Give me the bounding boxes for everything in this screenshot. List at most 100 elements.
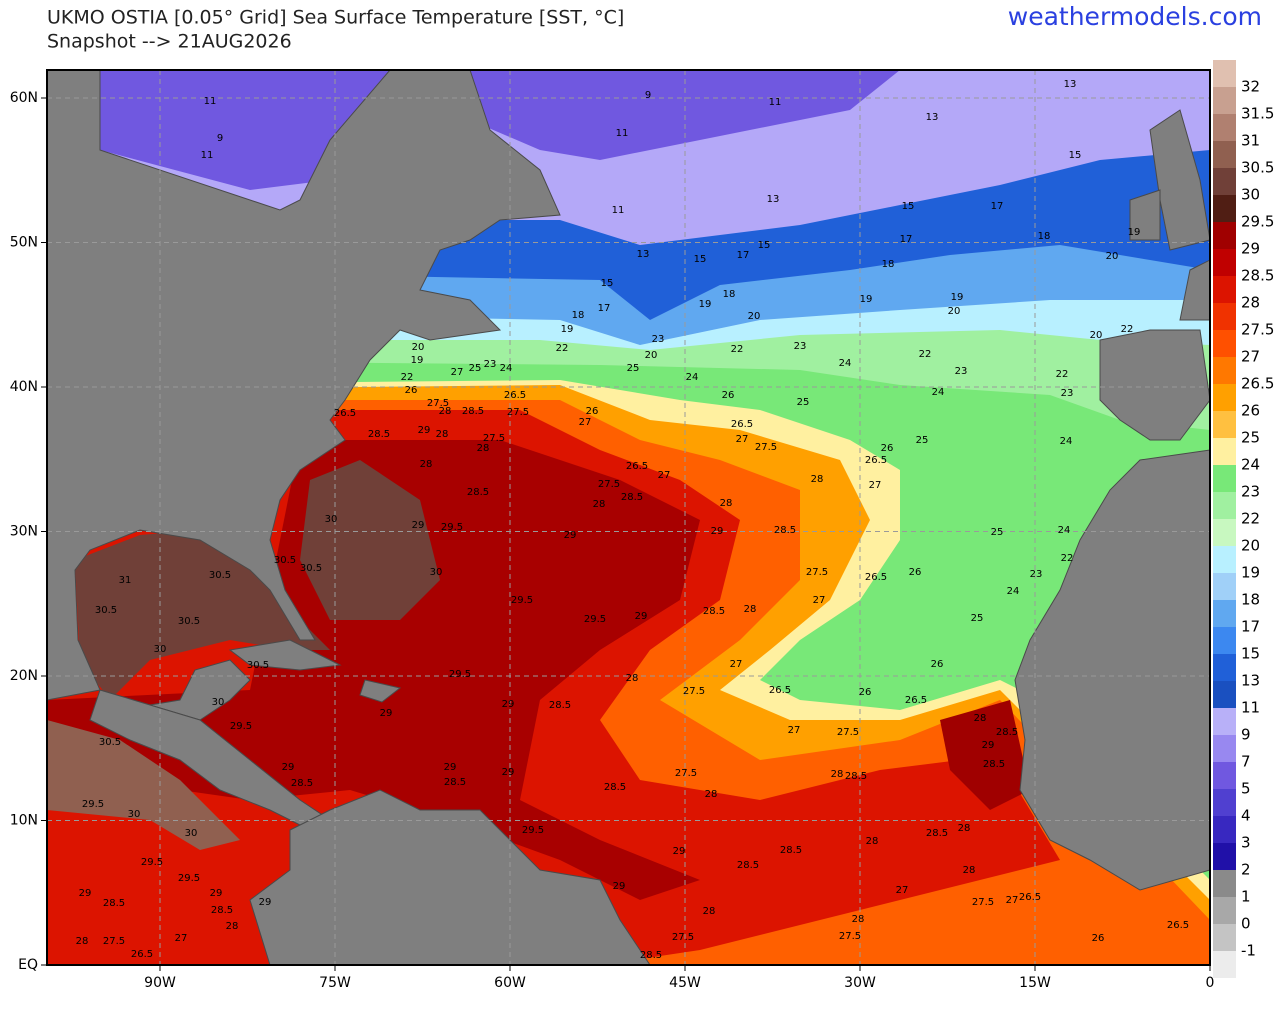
colorbar-label: 19 <box>1241 564 1260 582</box>
colorbar-label: 9 <box>1241 726 1251 744</box>
contour-label: 29 <box>412 520 425 531</box>
colorbar-label: 26.5 <box>1241 375 1274 393</box>
contour-label: 28.5 <box>211 905 233 916</box>
contour-label: 29 <box>79 888 92 899</box>
contour-label: 28 <box>477 443 490 454</box>
contour-label: 26.5 <box>905 695 927 706</box>
contour-label: 19 <box>951 292 964 303</box>
x-tick-label: 30W <box>844 975 876 991</box>
contour-label: 13 <box>767 194 780 205</box>
contour-label: 30.5 <box>99 737 121 748</box>
land <box>249 789 651 965</box>
contour-label: 29.5 <box>584 614 606 625</box>
colorbar-label: 32 <box>1241 78 1260 96</box>
contour-label: 15 <box>902 201 915 212</box>
colorbar-swatch <box>1213 249 1236 276</box>
contour-label: 29 <box>418 425 431 436</box>
contour-label: 29 <box>982 740 995 751</box>
contour-label: 18 <box>1038 231 1051 242</box>
contour-label: 15 <box>601 278 614 289</box>
contour-label: 29.5 <box>522 825 544 836</box>
contour-label: 26.5 <box>1019 892 1041 903</box>
contour-label: 27.5 <box>683 686 705 697</box>
contour-label: 11 <box>201 150 214 161</box>
colorbar-swatch <box>1213 168 1236 195</box>
contour-label: 28 <box>831 769 844 780</box>
contour-label: 26.5 <box>131 949 153 960</box>
colorbar-swatch <box>1213 924 1236 951</box>
contour-label: 28.5 <box>703 606 725 617</box>
contour-label: 29.5 <box>511 595 533 606</box>
contour-label: 28.5 <box>444 777 466 788</box>
contour-label: 30 <box>128 809 141 820</box>
contour-label: 28.5 <box>926 828 948 839</box>
contour-label: 27.5 <box>103 936 125 947</box>
contour-label: 20 <box>645 350 658 361</box>
colorbar-label: 30.5 <box>1241 159 1274 177</box>
colorbar-swatch <box>1213 627 1236 654</box>
contour-label: 29 <box>282 762 295 773</box>
contour-label: 27 <box>1006 895 1019 906</box>
contour-label: 13 <box>1064 79 1077 90</box>
contour-label: 19 <box>1128 227 1141 238</box>
contour-label: 11 <box>769 97 782 108</box>
contour-label: 30 <box>185 828 198 839</box>
x-tick-label: 0 <box>1206 975 1215 991</box>
contour-label: 28 <box>226 921 239 932</box>
y-tick-label: 30N <box>10 524 38 540</box>
contour-label: 24 <box>1007 586 1020 597</box>
contour-label: 30 <box>325 514 338 525</box>
contour-label: 27 <box>813 595 826 606</box>
colorbar-label: 23 <box>1241 483 1260 501</box>
colorbar-label: 25 <box>1241 429 1260 447</box>
contour-label: 28 <box>76 936 89 947</box>
colorbar-label: 29.5 <box>1241 213 1274 231</box>
sst-region <box>47 440 700 900</box>
contour-label: 27.5 <box>675 768 697 779</box>
contour-label: 28 <box>963 865 976 876</box>
x-tick-label: 15W <box>1019 975 1051 991</box>
colorbar-swatch <box>1213 546 1236 573</box>
colorbar-label: -1 <box>1241 942 1256 960</box>
colorbar-swatch <box>1213 519 1236 546</box>
contour-label: 11 <box>204 96 217 107</box>
contour-label: 27.5 <box>837 727 859 738</box>
colorbar-swatch <box>1213 492 1236 519</box>
land <box>1014 449 1210 891</box>
contour-label: 13 <box>637 249 650 260</box>
colorbar-label: 13 <box>1241 672 1260 690</box>
colorbar-label: 31.5 <box>1241 105 1274 123</box>
colorbar-swatch <box>1213 600 1236 627</box>
colorbar-swatch <box>1213 411 1236 438</box>
contour-label: 24 <box>1058 525 1071 536</box>
colorbar-swatch <box>1213 303 1236 330</box>
contour-label: 28 <box>974 713 987 724</box>
contour-label: 30.5 <box>209 570 231 581</box>
contour-label: 9 <box>217 133 223 144</box>
colorbar-swatch <box>1213 465 1236 492</box>
subtitle: Snapshot --> 21AUG2026 <box>47 31 292 53</box>
contour-label: 29 <box>613 881 626 892</box>
contour-label: 28 <box>439 406 452 417</box>
contour-label: 27.5 <box>839 931 861 942</box>
contour-label: 29.5 <box>230 721 252 732</box>
contour-label: 26.5 <box>626 461 648 472</box>
contour-label: 28 <box>626 673 639 684</box>
colorbar-swatch <box>1213 870 1236 897</box>
contour-label: 29 <box>673 846 686 857</box>
contour-label: 28 <box>593 499 606 510</box>
contour-label: 9 <box>645 90 651 101</box>
contour-label: 24 <box>1060 436 1073 447</box>
contour-label: 22 <box>731 344 744 355</box>
colorbar-label: 11 <box>1241 699 1260 717</box>
contour-label: 22 <box>1056 369 1069 380</box>
contour-label: 27.5 <box>972 897 994 908</box>
colorbar-label: 0 <box>1241 915 1251 933</box>
y-tick-label: 10N <box>10 813 38 829</box>
contour-label: 26.5 <box>865 572 887 583</box>
colorbar-swatch <box>1213 384 1236 411</box>
contour-label: 26 <box>586 406 599 417</box>
colorbar-swatch <box>1213 222 1236 249</box>
